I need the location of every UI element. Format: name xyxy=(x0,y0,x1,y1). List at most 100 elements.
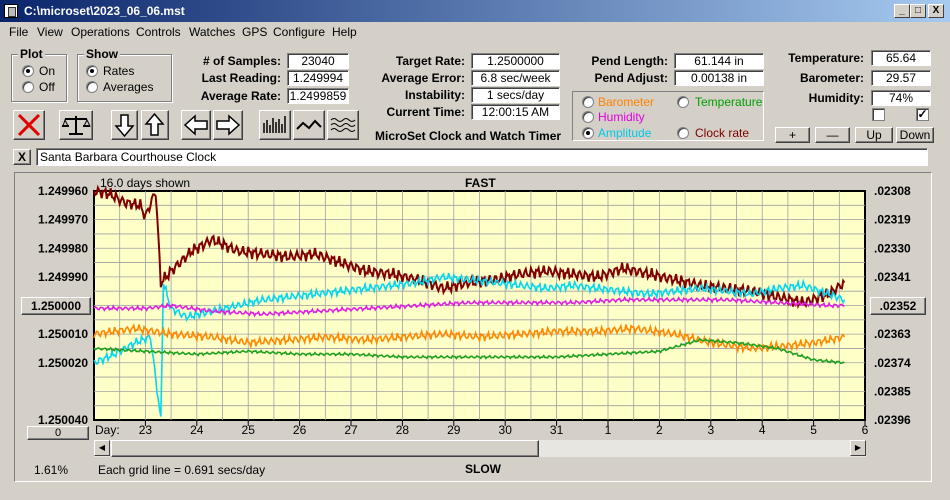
left-value-indicator[interactable]: 1.250000 xyxy=(21,297,91,315)
close-button[interactable]: X xyxy=(928,4,944,18)
chart-series xyxy=(93,184,846,417)
plot-on-label[interactable]: On xyxy=(39,64,56,78)
scroll-thumb[interactable] xyxy=(111,440,539,457)
target-rate-field[interactable]: 1.2500000 xyxy=(471,53,560,69)
menu-watches[interactable]: Watches xyxy=(189,25,236,39)
app-icon[interactable] xyxy=(4,4,18,18)
line-plot-button[interactable] xyxy=(293,110,325,140)
humidity-label: Humidity: xyxy=(808,91,864,105)
trace-clock-rate-label[interactable]: Clock rate xyxy=(695,126,750,140)
arrow-up-icon xyxy=(144,112,165,136)
minus-button[interactable]: — xyxy=(815,127,850,143)
arrow-right-icon xyxy=(216,114,241,136)
scroll-right-button[interactable] xyxy=(213,110,243,140)
slow-label: SLOW xyxy=(465,462,501,476)
percent-label: 1.61% xyxy=(34,463,69,477)
left-checkbox[interactable] xyxy=(872,108,885,121)
fast-label: FAST xyxy=(465,176,496,190)
trace-humidity-radio[interactable] xyxy=(582,111,594,123)
x-tick-label: 24 xyxy=(190,423,204,437)
scroll-up-button[interactable] xyxy=(141,110,169,140)
last-reading-label: Last Reading: xyxy=(201,71,281,85)
right-value-indicator[interactable]: .02352 xyxy=(870,297,926,315)
minimize-button[interactable]: _ xyxy=(894,4,910,18)
trace-temperature-label[interactable]: Temperature xyxy=(695,95,763,109)
scroll-value-box[interactable]: 0 xyxy=(27,426,89,440)
maximize-button[interactable]: □ xyxy=(910,4,926,18)
right-tick-label: .02308 xyxy=(874,184,911,198)
trace-temperature-radio[interactable] xyxy=(677,96,689,108)
scroll-left-arrow[interactable]: ◀ xyxy=(94,440,110,456)
clear-watch-button[interactable]: X xyxy=(13,149,31,165)
trace-clock-rate-radio[interactable] xyxy=(677,127,689,139)
trace-barometer-label[interactable]: Barometer xyxy=(598,95,655,109)
title-bar: C:\microset\2023_06_06.mst _ □ X xyxy=(0,0,950,22)
trace-amplitude-radio[interactable] xyxy=(582,127,594,139)
menu-gps[interactable]: GPS xyxy=(242,25,268,39)
menu-operations[interactable]: Operations xyxy=(71,25,130,39)
x-tick-label: 1 xyxy=(605,423,612,437)
show-averages-radio[interactable] xyxy=(86,81,98,93)
watch-name-field[interactable]: Santa Barbara Courthouse Clock xyxy=(36,148,928,166)
trace-humidity-label[interactable]: Humidity xyxy=(598,110,645,124)
x-tick-label: 2 xyxy=(656,423,663,437)
average-error-field: 6.8 sec/week xyxy=(471,70,560,86)
x-tick-label: 6 xyxy=(862,423,869,437)
right-tick-label: .02319 xyxy=(874,213,911,227)
menu-controls[interactable]: Controls xyxy=(136,25,181,39)
menu-help[interactable]: Help xyxy=(332,25,357,39)
show-averages-label[interactable]: Averages xyxy=(103,80,154,94)
plot-on-radio[interactable] xyxy=(22,65,34,77)
bar-graph-icon xyxy=(263,116,286,133)
x-tick-label: 5 xyxy=(810,423,817,437)
bar-plot-button[interactable] xyxy=(259,110,291,140)
trace-amplitude-label[interactable]: Amplitude xyxy=(598,126,652,140)
show-group: Show xyxy=(77,47,172,102)
show-rates-radio[interactable] xyxy=(86,65,98,77)
left-tick-label: 1.250020 xyxy=(38,356,88,370)
menu-view[interactable]: View xyxy=(37,25,63,39)
x-tick-label: 29 xyxy=(447,423,461,437)
window-title: C:\microset\2023_06_06.mst xyxy=(24,4,185,18)
app-caption: MicroSet Clock and Watch Timer xyxy=(375,129,562,143)
chart-frame xyxy=(14,172,932,482)
show-group-legend: Show xyxy=(84,47,120,61)
right-tick-label: .02374 xyxy=(874,356,911,370)
up-button[interactable]: Up xyxy=(855,127,893,143)
show-rates-label[interactable]: Rates xyxy=(103,64,135,78)
scroll-left-button[interactable] xyxy=(181,110,211,140)
instability-label: Instability: xyxy=(404,88,465,102)
left-tick-label: 1.249970 xyxy=(38,213,88,227)
multi-wave-icon xyxy=(330,118,356,132)
average-rate-field: 1.2499859 xyxy=(287,88,349,104)
x-tick-label: 31 xyxy=(550,423,564,437)
down-button[interactable]: Down xyxy=(896,127,934,143)
menu-configure[interactable]: Configure xyxy=(273,25,326,39)
smooth-plot-button[interactable] xyxy=(327,110,359,140)
left-tick-label: 1.250010 xyxy=(38,327,88,341)
line-wave-icon xyxy=(296,119,322,130)
chart-grid xyxy=(94,191,865,420)
scroll-right-arrow[interactable]: ▶ xyxy=(850,440,866,456)
x-tick-label: 28 xyxy=(396,423,410,437)
clear-data-button[interactable] xyxy=(13,110,45,140)
plot-off-radio[interactable] xyxy=(22,81,34,93)
plot-group-legend: Plot xyxy=(18,47,45,61)
samples-label: # of Samples: xyxy=(202,54,281,68)
right-tick-label: .02363 xyxy=(874,327,911,341)
plus-button[interactable]: + xyxy=(775,127,810,143)
series-humidity xyxy=(93,295,845,318)
current-time-field: 12:00:15 AM xyxy=(471,104,560,120)
balance-button[interactable] xyxy=(59,110,93,140)
menu-file[interactable]: File xyxy=(9,25,29,39)
x-tick-label: 27 xyxy=(344,423,358,437)
right-tick-label: .02385 xyxy=(874,384,911,398)
scroll-down-button[interactable] xyxy=(111,110,138,140)
trace-barometer-radio[interactable] xyxy=(582,96,594,108)
right-checkbox[interactable]: ✓ xyxy=(916,107,929,121)
x-axis-label: Day: xyxy=(95,423,120,437)
plot-off-label[interactable]: Off xyxy=(39,80,55,94)
pend-length-field: 61.144 in xyxy=(674,53,764,69)
temperature-field: 65.64 xyxy=(871,50,931,66)
